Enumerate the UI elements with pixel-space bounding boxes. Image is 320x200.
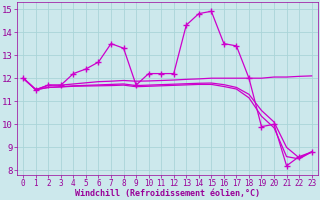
X-axis label: Windchill (Refroidissement éolien,°C): Windchill (Refroidissement éolien,°C) (75, 189, 260, 198)
